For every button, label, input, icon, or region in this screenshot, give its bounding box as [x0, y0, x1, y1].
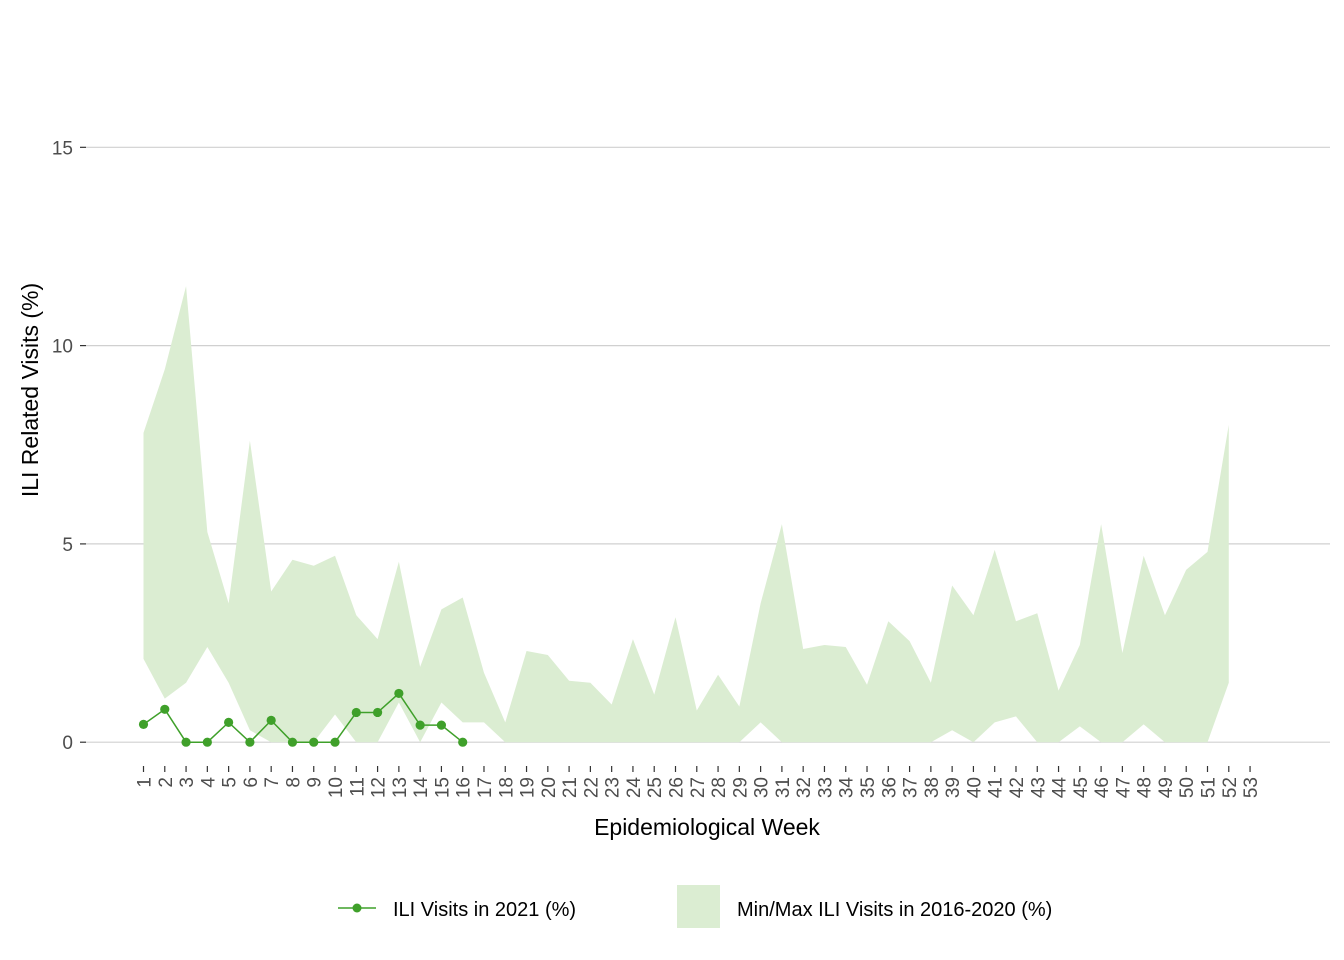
x-tick-label-14: 14 — [411, 777, 432, 799]
x-tick-label-22: 22 — [581, 777, 602, 798]
x-tick-label-50: 50 — [1177, 777, 1198, 798]
ili-2021-point-week-10 — [330, 737, 340, 747]
y-tick-label-10: 10 — [52, 337, 73, 358]
x-tick-label-8: 8 — [283, 777, 304, 788]
ili-2021-point-week-16 — [458, 737, 468, 747]
x-tick-label-38: 38 — [922, 777, 943, 798]
x-tick-label-24: 24 — [624, 777, 645, 799]
x-tick-label-46: 46 — [1092, 777, 1113, 798]
x-tick-label-25: 25 — [645, 777, 666, 798]
x-tick-label-18: 18 — [496, 777, 517, 798]
x-tick-label-6: 6 — [241, 777, 262, 788]
ili-2021-point-week-8 — [287, 737, 298, 747]
legend-item-min-max: Min/Max ILI Visits in 2016-2020 (%) — [677, 885, 1052, 928]
ili-2021-point-week-11 — [351, 707, 361, 718]
ili-2021-point-week-15 — [436, 720, 447, 730]
x-axis-title: Epidemiological Week — [594, 814, 820, 840]
ili-2021-point-week-7 — [266, 715, 276, 725]
ili-2021-point-week-5 — [224, 717, 234, 727]
x-tick-label-35: 35 — [858, 777, 879, 798]
ili-2021-point-week-2 — [160, 704, 170, 714]
x-axis: 1 2 3 4 5 6 7 8 9 10 11 12 13 14 15 16 17 18 19 20 21 22 23 24 2… — [135, 766, 1262, 799]
x-tick-label-31: 31 — [773, 777, 794, 798]
y-tick-label-15: 15 — [52, 138, 73, 159]
x-tick-label-49: 49 — [1156, 777, 1177, 798]
ili-2021-point-week-13 — [394, 688, 404, 699]
x-tick-label-40: 40 — [964, 777, 985, 798]
x-tick-label-39: 39 — [943, 777, 964, 798]
x-tick-label-45: 45 — [1071, 777, 1092, 798]
x-tick-label-17: 17 — [475, 777, 496, 798]
legend-ribbon-swatch — [677, 885, 720, 928]
ili-2021-point-week-6 — [245, 737, 255, 747]
min-max-ribbon — [143, 286, 1229, 743]
ili-2021-point-week-3 — [181, 737, 191, 747]
x-tick-label-19: 19 — [518, 777, 539, 798]
x-tick-label-9: 9 — [305, 777, 326, 788]
x-tick-label-36: 36 — [879, 777, 900, 798]
x-tick-label-15: 15 — [432, 777, 453, 798]
y-tick-label-0: 0 — [62, 733, 73, 754]
x-tick-label-23: 23 — [603, 777, 624, 798]
x-tick-label-37: 37 — [901, 777, 922, 798]
x-tick-label-32: 32 — [794, 777, 815, 798]
legend-item-ili-2021: ILI Visits in 2021 (%) — [338, 899, 576, 921]
x-tick-label-44: 44 — [1050, 777, 1071, 799]
x-tick-label-41: 41 — [986, 777, 1007, 798]
ili-2021-point-week-14 — [415, 720, 425, 730]
x-tick-label-48: 48 — [1135, 777, 1156, 798]
x-tick-label-5: 5 — [220, 777, 241, 788]
x-tick-label-13: 13 — [390, 777, 411, 798]
x-tick-label-3: 3 — [177, 777, 198, 788]
x-tick-label-4: 4 — [198, 777, 219, 788]
ili-2021-line — [143, 692, 464, 744]
x-tick-label-43: 43 — [1028, 777, 1049, 798]
x-tick-label-51: 51 — [1199, 777, 1220, 798]
x-tick-label-7: 7 — [262, 777, 283, 788]
x-tick-label-20: 20 — [539, 777, 560, 798]
x-tick-label-42: 42 — [1007, 777, 1028, 798]
x-tick-label-12: 12 — [369, 777, 390, 798]
y-axis: 0 5 10 15 — [52, 138, 86, 754]
y-tick-label-5: 5 — [62, 535, 73, 556]
gridlines — [86, 146, 1330, 743]
x-tick-label-47: 47 — [1113, 777, 1134, 798]
legend-label-ili-2021: ILI Visits in 2021 (%) — [393, 899, 576, 921]
ili-2021-point-week-9 — [309, 737, 319, 747]
legend: ILI Visits in 2021 (%) Min/Max ILI Visit… — [338, 885, 1052, 928]
x-tick-label-1: 1 — [135, 777, 156, 788]
ili-2021-point-week-12 — [372, 707, 383, 718]
x-tick-label-53: 53 — [1241, 777, 1262, 798]
x-tick-label-33: 33 — [815, 777, 836, 798]
ili-2021-point-week-4 — [202, 737, 212, 747]
x-tick-label-21: 21 — [560, 777, 581, 798]
x-tick-label-52: 52 — [1220, 777, 1241, 798]
min-max-ribbon-layer — [143, 286, 1229, 743]
y-axis-title: ILI Related Visits (%) — [17, 283, 43, 497]
x-tick-label-11: 11 — [347, 777, 368, 797]
legend-label-min-max: Min/Max ILI Visits in 2016-2020 (%) — [737, 899, 1052, 921]
x-tick-label-28: 28 — [709, 777, 730, 798]
x-tick-label-16: 16 — [454, 777, 475, 798]
x-tick-label-29: 29 — [730, 777, 751, 798]
x-tick-label-30: 30 — [752, 777, 773, 798]
x-tick-label-10: 10 — [326, 777, 347, 798]
x-tick-label-34: 34 — [837, 777, 858, 799]
x-tick-label-26: 26 — [667, 777, 688, 798]
ili-2021-line-layer — [138, 688, 468, 747]
ili-2021-point-week-1 — [138, 719, 149, 729]
legend-point-swatch — [352, 903, 362, 913]
x-tick-label-2: 2 — [156, 777, 177, 788]
x-tick-label-27: 27 — [688, 777, 709, 798]
